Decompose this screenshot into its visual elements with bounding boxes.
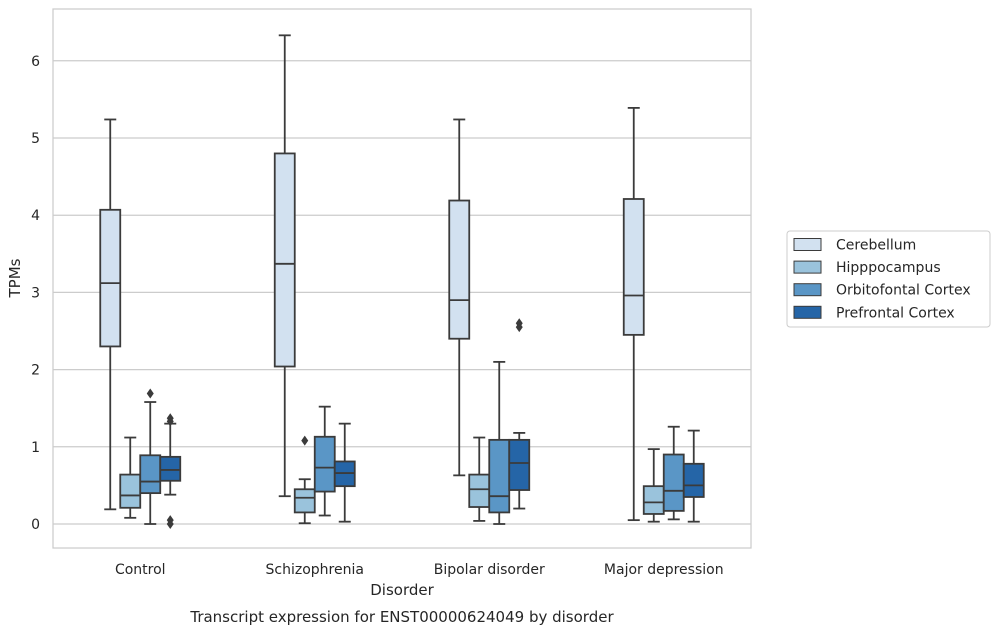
legend-swatch bbox=[793, 305, 822, 319]
iqr-box bbox=[313, 435, 336, 493]
y-tick-label: 6 bbox=[31, 54, 40, 70]
iqr-box bbox=[448, 199, 471, 340]
iqr-box bbox=[159, 455, 182, 482]
box-cerebellum bbox=[622, 106, 645, 522]
gridlines bbox=[53, 60, 751, 525]
outlier-point bbox=[166, 416, 174, 427]
iqr-box bbox=[488, 438, 511, 514]
legend-label: Hipppocampus bbox=[836, 260, 941, 276]
box-orbitofontal-cortex bbox=[139, 388, 162, 525]
legend-label: Cerebellum bbox=[836, 238, 916, 254]
outlier-point bbox=[515, 322, 523, 333]
x-tick-labels: Control Schizophrenia Bipolar disorder Majo… bbox=[115, 562, 724, 578]
legend-items: Cerebellum Hipppocampus Orbitofontal Corte… bbox=[793, 238, 971, 321]
boxes bbox=[99, 34, 705, 529]
iqr-box bbox=[642, 485, 665, 515]
iqr-box bbox=[99, 208, 122, 348]
y-tick-label: 0 bbox=[31, 517, 40, 533]
legend-label: Prefrontal Cortex bbox=[836, 305, 955, 321]
chart-caption: Transcript expression for ENST0000062404… bbox=[189, 608, 614, 626]
x-tick-label: Control bbox=[115, 562, 166, 578]
iqr-box bbox=[293, 488, 316, 514]
y-axis-label: TPMs bbox=[6, 258, 24, 298]
x-tick-label: Bipolar disorder bbox=[434, 562, 545, 578]
outlier-point bbox=[301, 435, 309, 446]
box-prefrontal-cortex bbox=[159, 413, 182, 529]
box-prefrontal-cortex bbox=[508, 318, 531, 510]
box-hipppocampus bbox=[119, 436, 142, 519]
box-hipppocampus bbox=[293, 435, 316, 525]
legend-swatch bbox=[793, 238, 822, 251]
plot-frame bbox=[52, 8, 752, 549]
y-tick-label: 3 bbox=[31, 285, 40, 301]
legend-label: Orbitofontal Cortex bbox=[836, 283, 971, 299]
iqr-box bbox=[508, 438, 531, 491]
iqr-box bbox=[139, 454, 162, 495]
box-orbitofontal-cortex bbox=[313, 405, 336, 517]
x-axis-label: Disorder bbox=[370, 581, 434, 599]
legend: Cerebellum Hipppocampus Orbitofontal Corte… bbox=[786, 230, 991, 328]
y-tick-label: 1 bbox=[31, 440, 40, 456]
y-tick-label: 5 bbox=[31, 131, 40, 147]
iqr-box bbox=[682, 462, 705, 498]
x-tick-label: Major depression bbox=[604, 562, 724, 578]
box-prefrontal-cortex bbox=[682, 429, 705, 523]
legend-swatch bbox=[793, 260, 822, 274]
legend-frame bbox=[786, 230, 991, 328]
iqr-box bbox=[273, 152, 296, 368]
y-tick-labels: 0 1 2 3 4 5 6 bbox=[31, 54, 40, 533]
box-cerebellum bbox=[448, 118, 471, 477]
iqr-box bbox=[468, 473, 491, 508]
y-tick-label: 4 bbox=[31, 208, 40, 224]
box-cerebellum bbox=[99, 118, 122, 511]
outlier-point bbox=[146, 388, 154, 399]
box-prefrontal-cortex bbox=[333, 422, 356, 523]
box-cerebellum bbox=[273, 34, 296, 498]
y-tick-label: 2 bbox=[31, 363, 40, 379]
iqr-box bbox=[119, 473, 142, 509]
iqr-box bbox=[622, 198, 645, 336]
x-tick-label: Schizophrenia bbox=[266, 562, 364, 578]
box-orbitofontal-cortex bbox=[488, 360, 511, 525]
iqr-box bbox=[662, 453, 685, 512]
box-orbitofontal-cortex bbox=[662, 425, 685, 521]
legend-swatch bbox=[793, 283, 822, 297]
box-hipppocampus bbox=[642, 448, 665, 523]
box-hipppocampus bbox=[468, 436, 491, 522]
outlier-point bbox=[166, 519, 174, 529]
